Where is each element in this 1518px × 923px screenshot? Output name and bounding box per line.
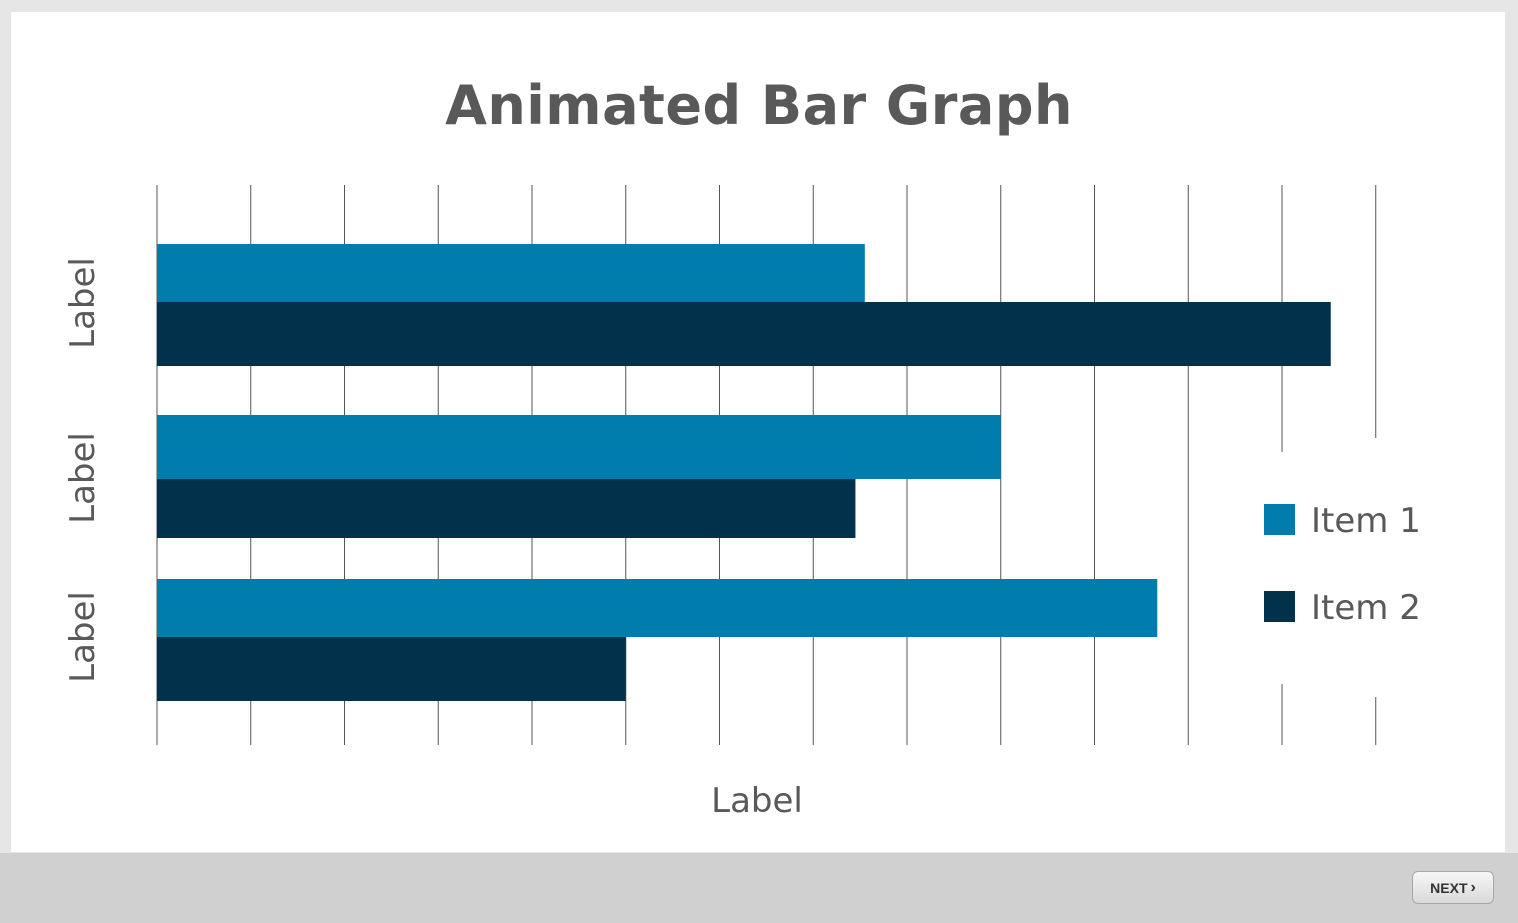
next-button-label: NEXT [1430, 879, 1468, 896]
bar-1-1 [157, 244, 865, 302]
category-label: Label [63, 257, 103, 349]
legend-label-1: Item 1 [1311, 501, 1421, 541]
bar-2-2 [157, 479, 856, 538]
bars [157, 244, 1331, 701]
bar-2-3 [157, 637, 626, 701]
bar-1-3 [157, 579, 1158, 637]
legend: Item 1 Item 2 [1264, 501, 1421, 628]
legend-swatch-2 [1264, 591, 1295, 622]
footer-bar [0, 853, 1518, 923]
chart-title: Animated Bar Graph [445, 74, 1073, 137]
next-button[interactable]: NEXT › [1412, 871, 1494, 904]
bar-2-1 [157, 302, 1331, 366]
legend-swatch-1 [1264, 504, 1295, 535]
category-label: Label [63, 591, 103, 683]
bar-1-2 [157, 415, 1001, 479]
category-label: Label [63, 432, 103, 524]
chevron-right-icon: › [1470, 878, 1476, 896]
legend-label-2: Item 2 [1311, 588, 1421, 628]
x-axis-label: Label [711, 781, 803, 821]
